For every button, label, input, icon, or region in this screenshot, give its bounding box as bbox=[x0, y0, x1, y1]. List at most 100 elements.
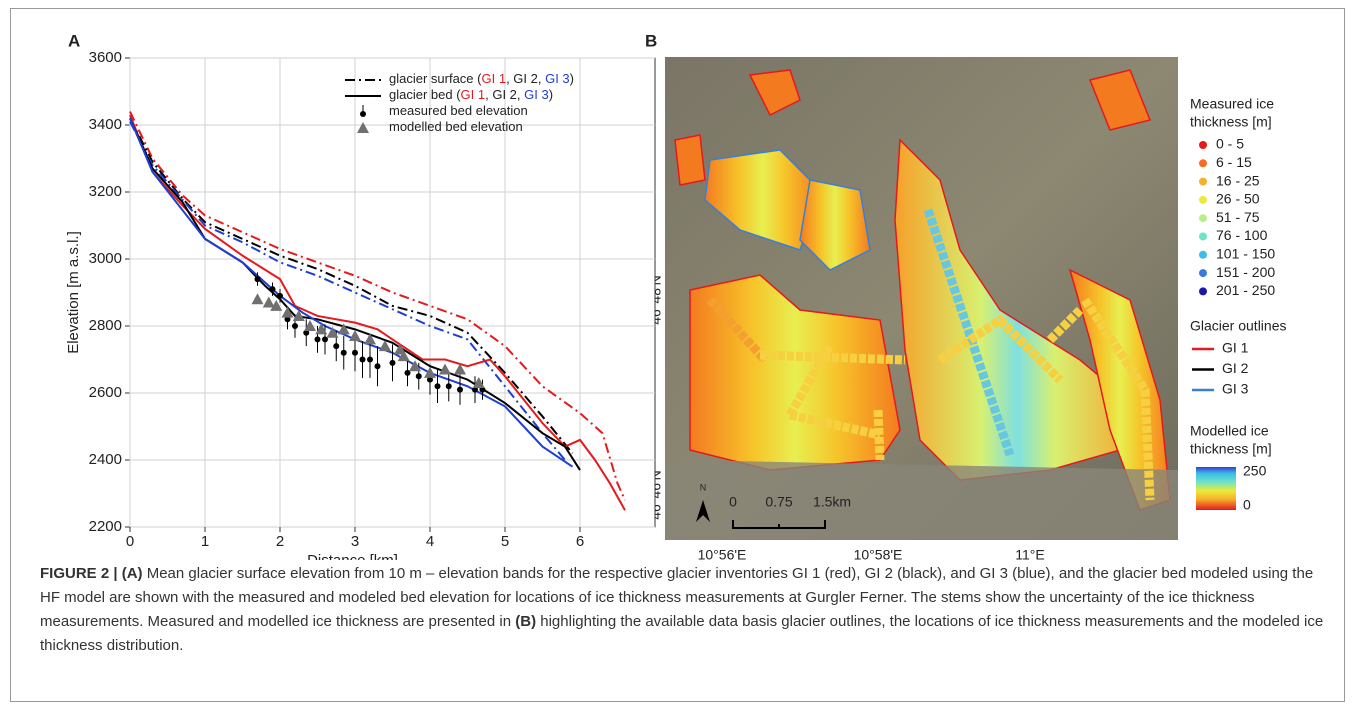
measured-point bbox=[427, 376, 433, 383]
glacier bbox=[704, 149, 821, 251]
terrain bbox=[665, 460, 1178, 540]
legend-label: GI 1 bbox=[1222, 340, 1249, 356]
x-tick-label: 3 bbox=[351, 533, 359, 550]
series-line bbox=[129, 117, 574, 454]
modelled-point bbox=[337, 323, 350, 335]
legend-text: glacier bed ( bbox=[389, 87, 461, 102]
measured-point bbox=[340, 349, 347, 356]
measured-point bbox=[445, 383, 452, 390]
legend-text: glacier surface ( bbox=[389, 71, 482, 86]
legend-label: 16 - 25 bbox=[1216, 172, 1260, 188]
modelled-point bbox=[379, 340, 391, 352]
legend-swatch bbox=[1199, 195, 1207, 204]
modelled-point bbox=[326, 326, 339, 338]
legend-text: GI 1 bbox=[481, 71, 506, 86]
measured-point bbox=[404, 369, 411, 376]
y-axis-label: Elevation [m a.s.l.] bbox=[65, 231, 82, 354]
modelled-point bbox=[364, 333, 376, 345]
modelled-point bbox=[349, 330, 361, 342]
north-arrow bbox=[696, 500, 710, 522]
lon-label: 10°58'E bbox=[854, 547, 903, 560]
legend-label: GI 2 bbox=[1222, 360, 1249, 376]
modelled-point bbox=[424, 366, 436, 378]
legend-label: measured bed elevation bbox=[389, 103, 528, 118]
scale-bar bbox=[732, 520, 826, 529]
legend-label: modelled bed elevation bbox=[389, 119, 523, 134]
glacier bbox=[689, 274, 901, 471]
legend-title: Modelled ice bbox=[1190, 423, 1269, 439]
legend-title: Glacier outlines bbox=[1190, 318, 1287, 334]
measured-point bbox=[457, 386, 463, 393]
panel-label: B bbox=[645, 31, 657, 50]
lon-label: 11°E bbox=[1015, 547, 1044, 560]
glacier bbox=[674, 69, 1152, 186]
legend-label: 76 - 100 bbox=[1216, 227, 1268, 243]
legend-label: 26 - 50 bbox=[1216, 191, 1260, 207]
panel-label: A bbox=[68, 31, 80, 50]
caption-ref: (B) bbox=[515, 613, 537, 630]
modelled-point bbox=[409, 360, 421, 372]
y-tick-label: 2800 bbox=[89, 317, 122, 334]
glacier bbox=[799, 179, 871, 271]
measured-point bbox=[269, 286, 276, 293]
legend-swatch bbox=[1199, 177, 1207, 186]
legend-swatch bbox=[1199, 141, 1207, 149]
colorbar-label: 250 bbox=[1243, 463, 1267, 479]
legend-swatch bbox=[1199, 232, 1207, 241]
measured-point bbox=[314, 336, 321, 343]
scale-label: 0.75 bbox=[765, 494, 792, 510]
map-legend: Measured ice thickness [m] Glacier outli… bbox=[1190, 96, 1287, 513]
modelled-point bbox=[397, 350, 410, 362]
x-axis-label: Distance [km] bbox=[307, 552, 398, 560]
modelled-point bbox=[315, 323, 328, 335]
measured-point bbox=[284, 316, 291, 323]
series-line bbox=[129, 117, 581, 471]
scale-label: 1.5km bbox=[813, 494, 851, 510]
modelled-point bbox=[292, 309, 305, 321]
modelled-point bbox=[251, 293, 264, 305]
colorbar bbox=[1196, 467, 1236, 510]
y-tick-label: 2200 bbox=[89, 518, 122, 535]
measured-point bbox=[415, 373, 422, 380]
legend-swatch bbox=[1199, 214, 1207, 223]
measured-point bbox=[359, 356, 366, 363]
y-tick-label: 3600 bbox=[89, 49, 122, 66]
legend-title: thickness [m] bbox=[1190, 441, 1272, 457]
measured-point bbox=[303, 329, 310, 336]
legend-label: glacier surface (GI 1, GI 2, GI 3) bbox=[389, 71, 574, 86]
y-tick-label: 3000 bbox=[89, 250, 122, 267]
scale-label: 0 bbox=[729, 494, 737, 510]
y-tick-label: 2400 bbox=[89, 451, 122, 468]
x-tick-label: 5 bbox=[501, 533, 509, 550]
caption: FIGURE 2 | (A) Mean glacier surface elev… bbox=[40, 562, 1330, 658]
modelled-point bbox=[454, 363, 466, 375]
legend-label: 51 - 75 bbox=[1216, 209, 1260, 225]
legend-label: 6 - 15 bbox=[1216, 154, 1252, 170]
measured-point bbox=[434, 383, 441, 390]
caption-text: highlighting the available data basis gl… bbox=[40, 613, 1324, 654]
measurement-track bbox=[706, 208, 1155, 501]
modelled-point bbox=[281, 306, 294, 318]
y-tick-label: 3400 bbox=[89, 116, 122, 133]
modelled-point bbox=[270, 299, 283, 311]
legend-text: ) bbox=[570, 71, 574, 86]
legend-text: GI 3 bbox=[524, 87, 549, 102]
caption-ref: (A) bbox=[121, 565, 143, 582]
legend-text: modelled bed elevation bbox=[389, 119, 523, 134]
legend-text: , GI 2, bbox=[485, 87, 524, 102]
series-line bbox=[129, 114, 626, 511]
legend-swatch bbox=[1199, 250, 1207, 259]
map: N 0 0.75 1.5km 46°48'N 46°46'N 10°56'E 1… bbox=[648, 57, 1178, 560]
colorbar-label: 0 bbox=[1243, 497, 1251, 513]
modelled-point bbox=[439, 363, 451, 375]
legend-text: measured bed elevation bbox=[389, 103, 528, 118]
legend-text: , GI 2, bbox=[506, 71, 545, 86]
series-line bbox=[129, 111, 626, 501]
legend-label: glacier bed (GI 1, GI 2, GI 3) bbox=[389, 87, 553, 102]
measured-point bbox=[352, 349, 358, 356]
measured-point bbox=[322, 336, 328, 343]
measured-point bbox=[367, 356, 373, 363]
measured-point bbox=[292, 323, 298, 329]
legend-title: Measured ice bbox=[1190, 96, 1274, 112]
